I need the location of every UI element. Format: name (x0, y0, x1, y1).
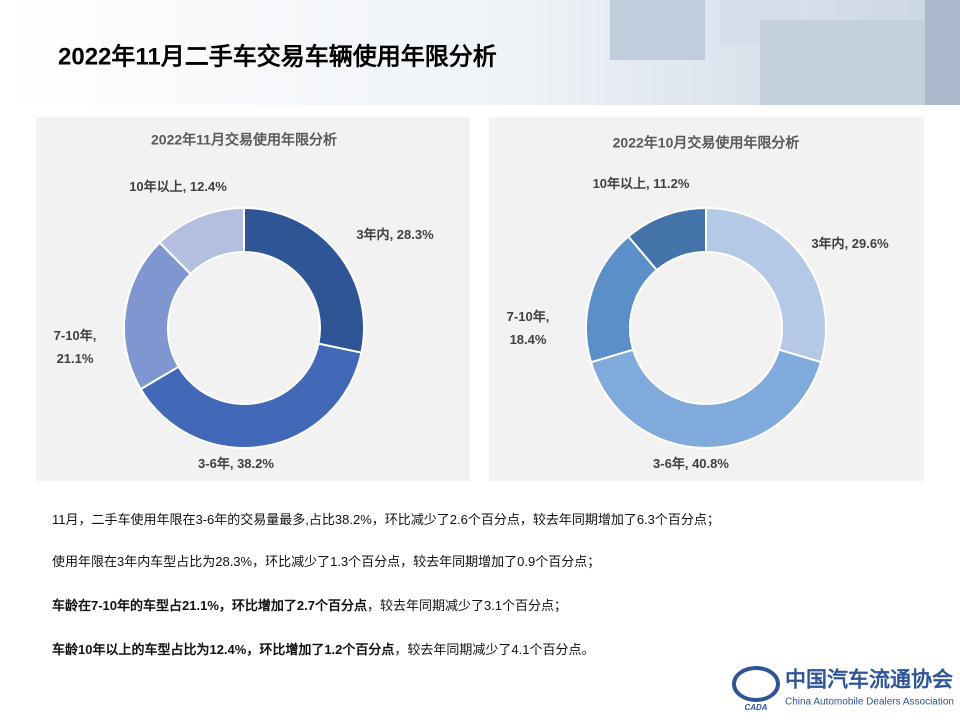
data-label: 7-10年, 18.4% (507, 309, 550, 347)
donut-slice (705, 206, 827, 364)
label-separator: , (845, 236, 852, 251)
data-label: 10年以上, 12.4% (129, 179, 227, 194)
value-label: 21.1% (57, 351, 94, 366)
logo-badge: CADA (744, 703, 767, 712)
category-label: 3年内 (811, 236, 844, 251)
category-label: 10年以上 (593, 176, 646, 191)
value-label: 28.3% (397, 227, 434, 242)
data-label: 3年内, 29.6% (811, 236, 889, 251)
paragraph: 车龄在7-10年的车型占21.1%，环比增加了2.7个百分点，较去年同期减少了3… (52, 595, 567, 614)
text-run: 车龄10年以上的车型占比为12.4%，环比增加了1.2个百分点 (52, 642, 395, 657)
label-separator: , (646, 176, 653, 191)
label-separator: , (93, 328, 97, 343)
paragraph: 车龄10年以上的车型占比为12.4%，环比增加了1.2个百分点，较去年同期减少了… (52, 639, 594, 658)
value-label: 38.2% (237, 456, 274, 471)
header-deco (925, 0, 960, 105)
category-label: 7-10年 (54, 328, 93, 343)
category-label: 3-6年 (653, 456, 685, 471)
value-label: 29.6% (852, 236, 889, 251)
paragraph: 11月，二手车使用年限在3-6年的交易量最多,占比38.2%，环比减少了2.6个… (52, 509, 720, 528)
label-separator: , (546, 309, 550, 324)
header-deco (760, 20, 925, 105)
logo-mark (732, 666, 780, 702)
logo-name-en: China Automobile Dealers Association (785, 697, 954, 708)
label-separator: , (183, 179, 190, 194)
chart-title: 2022年10月交易使用年限分析 (613, 135, 800, 151)
logo: CADA 中国汽车流通协会 China Automobile Dealers A… (732, 666, 954, 712)
category-label: 7-10年 (507, 309, 546, 324)
value-label: 12.4% (190, 179, 227, 194)
header-deco (610, 0, 705, 60)
data-label: 3-6年, 40.8% (653, 456, 729, 471)
category-label: 3年内 (356, 227, 389, 242)
label-separator: , (230, 456, 237, 471)
value-label: 11.2% (653, 176, 690, 191)
text-run: ，较去年同期减少了3.1个百分点； (366, 598, 568, 613)
donut-slice (589, 348, 823, 450)
logo-name-cn: 中国汽车流通协会 (785, 667, 953, 692)
donut-slice (626, 206, 707, 272)
label-separator: , (390, 227, 397, 242)
paragraph: 使用年限在3年内车型占比为28.3%，环比减少了1.3个百分点，较去年同期增加了… (52, 551, 600, 570)
donut-slice (139, 342, 363, 449)
category-label: 10年以上 (129, 179, 182, 194)
value-label: 40.8% (692, 456, 729, 471)
slide-title: 2022年11月二手车交易车辆使用年限分析 (58, 42, 497, 70)
text-run: ，较去年同期减少了4.1个百分点。 (394, 642, 595, 657)
text-run: 车龄在7-10年的车型占21.1%，环比增加了2.7个百分点 (52, 598, 367, 613)
data-label: 3-6年, 38.2% (198, 456, 274, 471)
value-label: 18.4% (510, 332, 547, 347)
data-label: 3年内, 28.3% (356, 227, 434, 242)
category-label: 3-6年 (198, 456, 230, 471)
label-separator: , (685, 456, 692, 471)
chart-title: 2022年11月交易使用年限分析 (151, 132, 337, 148)
donut-slice (243, 206, 365, 354)
data-label: 10年以上, 11.2% (593, 176, 690, 191)
text-run: 使用年限在3年内车型占比为28.3%，环比减少了1.3个百分点，较去年同期增加了… (52, 554, 601, 569)
data-label: 7-10年, 21.1% (54, 328, 97, 366)
text-run: 11月，二手车使用年限在3-6年的交易量最多,占比38.2%，环比减少了2.6个… (52, 512, 720, 527)
donut-slice (158, 206, 245, 276)
